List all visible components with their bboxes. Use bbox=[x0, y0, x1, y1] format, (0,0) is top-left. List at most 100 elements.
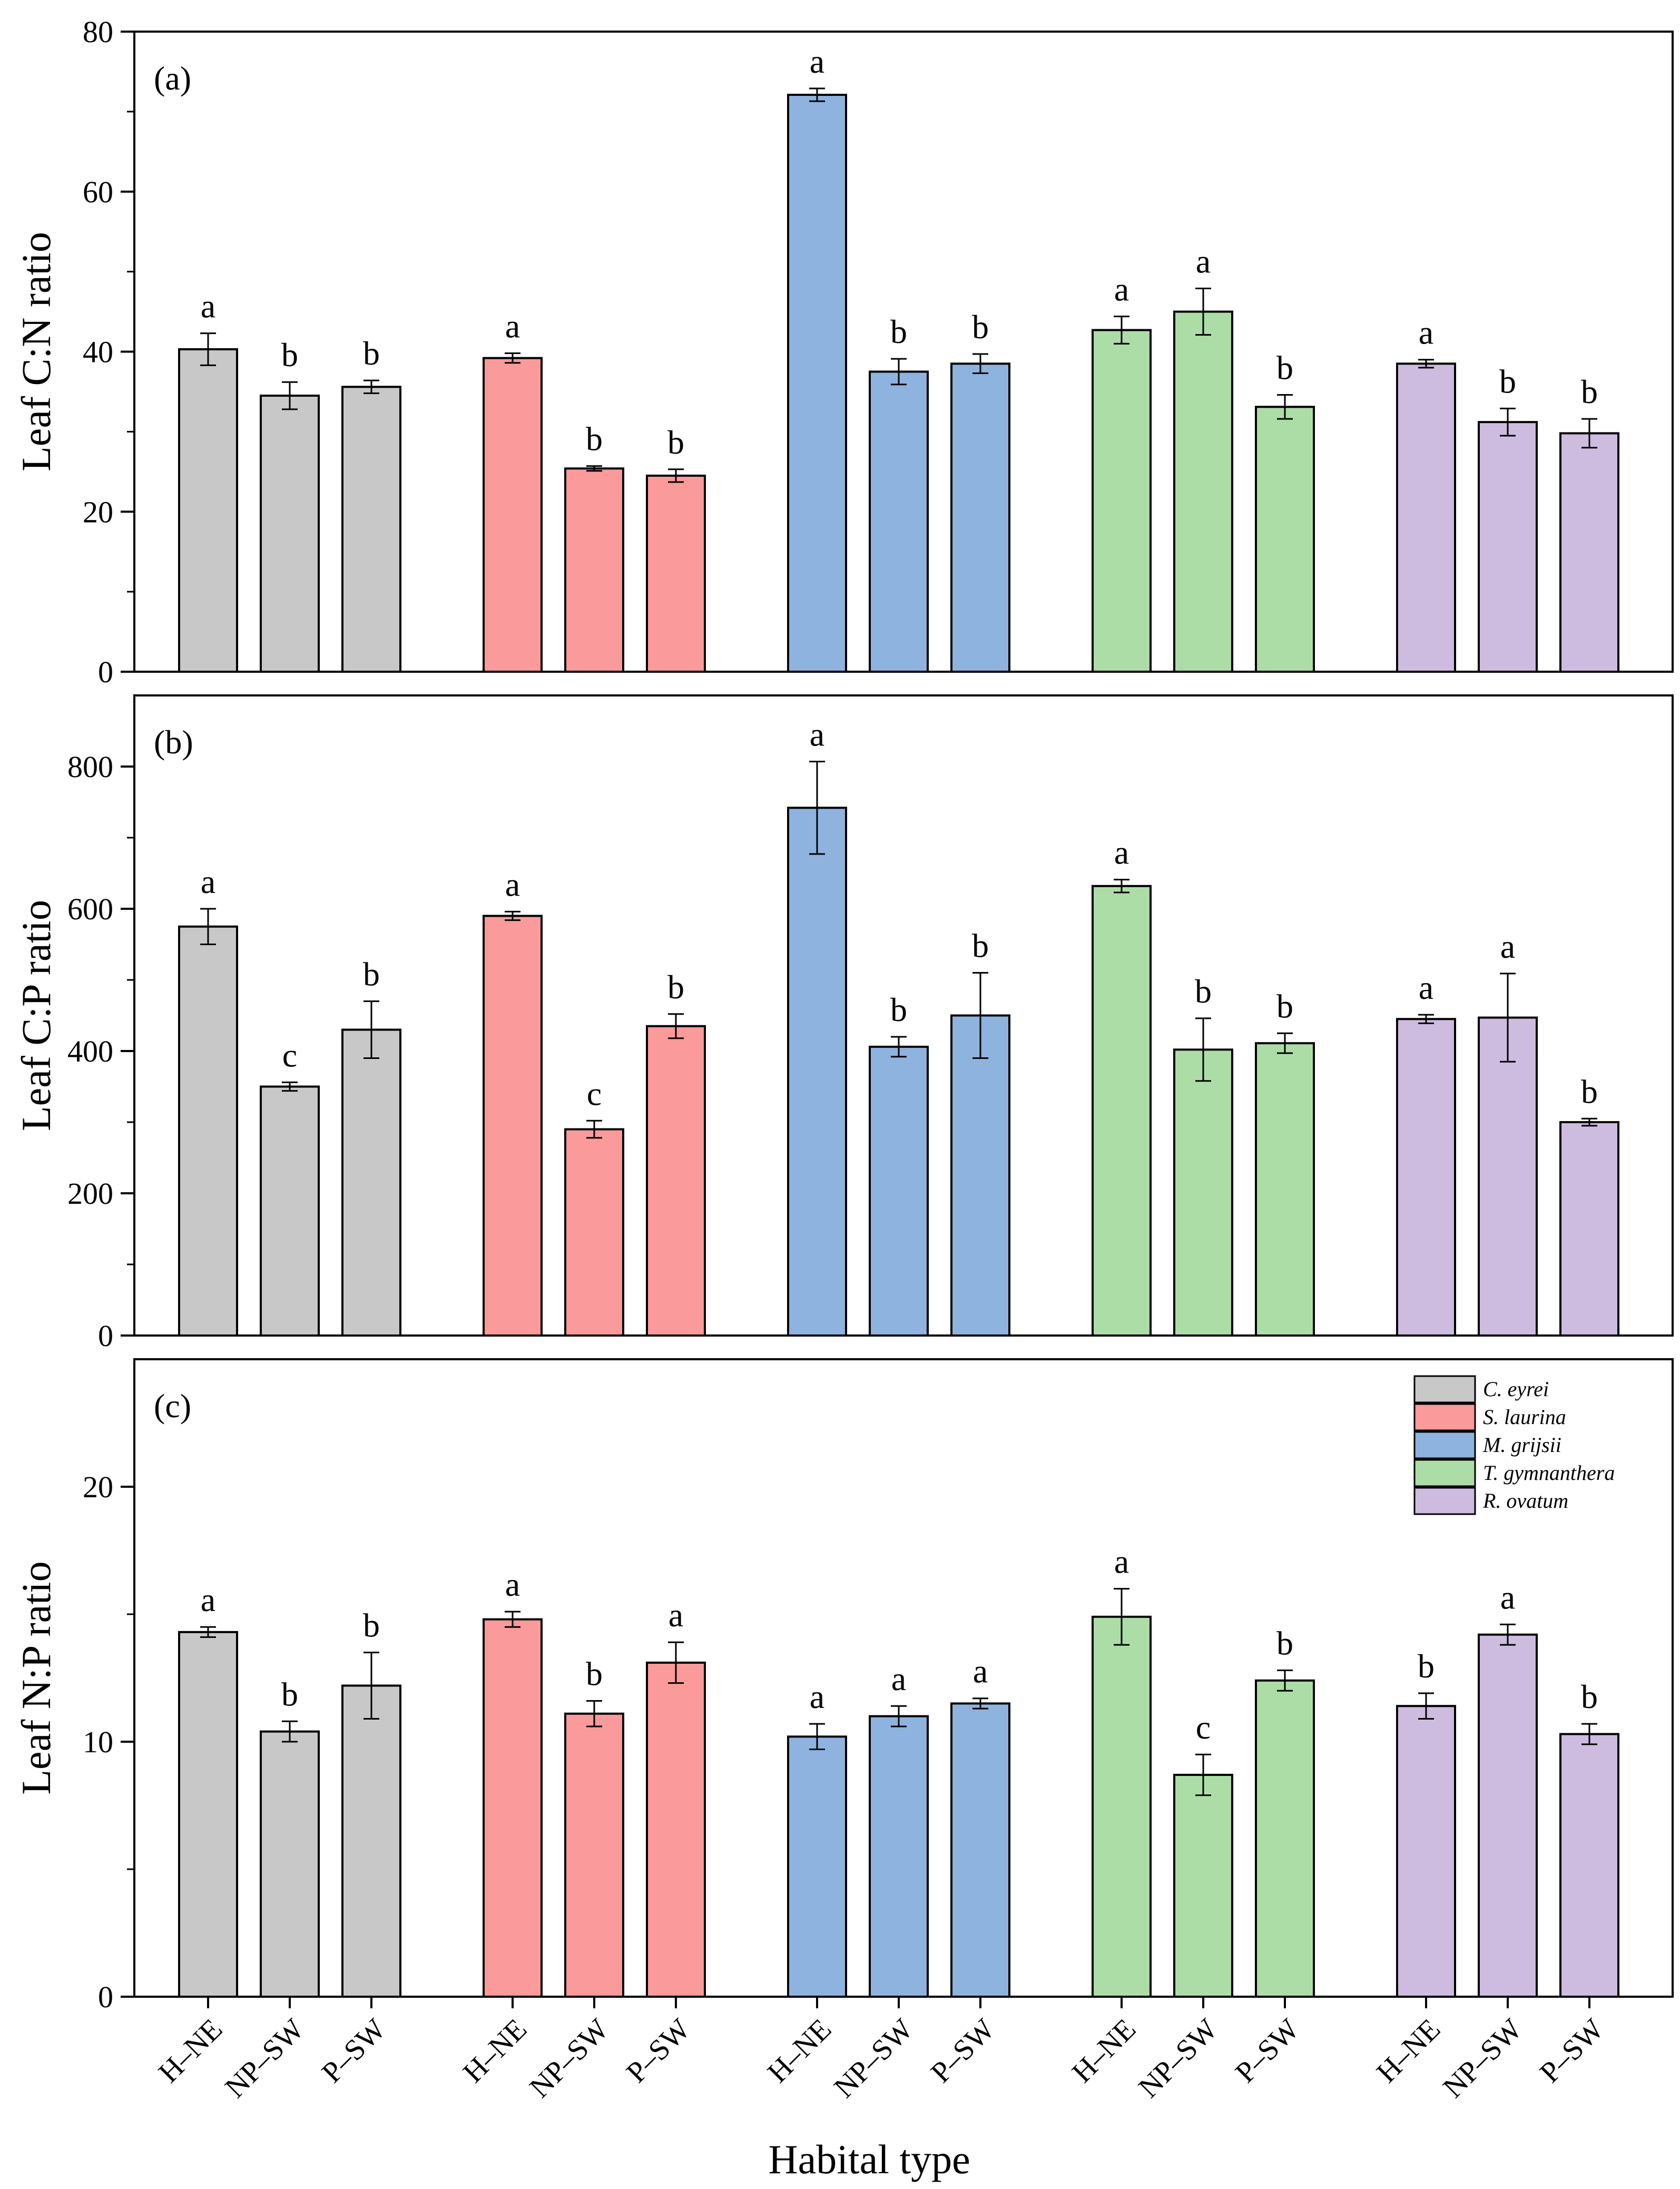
significance-letter: b bbox=[363, 956, 380, 993]
bar-3-2 bbox=[1255, 1679, 1315, 1998]
legend-swatch-0 bbox=[1413, 1375, 1476, 1403]
significance-letter: a bbox=[1114, 834, 1129, 871]
y-tick-label: 0 bbox=[98, 655, 113, 689]
x-tick-label: NP–SW bbox=[219, 2013, 311, 2104]
significance-letter: b bbox=[363, 335, 380, 372]
bar-4-2 bbox=[1559, 1733, 1619, 1998]
significance-letter: b bbox=[667, 424, 684, 461]
significance-letter: a bbox=[1419, 969, 1433, 1006]
bar-1-0 bbox=[483, 357, 543, 673]
bar-2-0 bbox=[787, 807, 847, 1337]
panel-label: (b) bbox=[154, 723, 193, 761]
significance-letter: b bbox=[1276, 1624, 1293, 1662]
significance-letter: b bbox=[1581, 373, 1598, 410]
significance-letter: a bbox=[505, 1566, 520, 1603]
bar-0-0 bbox=[178, 348, 238, 673]
bar-0-2 bbox=[341, 1028, 401, 1337]
legend: C. eyrei S. laurina M. grijsii T. gymnanthe… bbox=[1413, 1375, 1615, 1515]
legend-label-2: M. grijsii bbox=[1482, 1433, 1561, 1457]
significance-letter: a bbox=[891, 1660, 906, 1697]
x-tick-label: NP–SW bbox=[524, 2013, 615, 2104]
significance-letter: a bbox=[1419, 314, 1433, 351]
chart-panel-0: 0 20 40 60 80 Leaf C:N ratio (a) a b b a b b a b b a a b a b… bbox=[13, 15, 1674, 689]
significance-letter: a bbox=[810, 1678, 824, 1715]
significance-letter: a bbox=[810, 716, 824, 753]
bar-3-2 bbox=[1255, 406, 1315, 673]
bar-2-1 bbox=[869, 1715, 929, 1998]
legend-label-0: C. eyrei bbox=[1483, 1377, 1549, 1401]
bar-4-0 bbox=[1396, 1018, 1456, 1337]
significance-letter: a bbox=[201, 288, 215, 325]
significance-letter: b bbox=[890, 313, 907, 350]
bar-1-0 bbox=[483, 1618, 543, 1998]
significance-letter: a bbox=[669, 1596, 683, 1634]
bar-1-2 bbox=[646, 474, 706, 673]
significance-letter: b bbox=[1418, 1647, 1435, 1685]
legend-label-1: S. laurina bbox=[1483, 1405, 1566, 1429]
x-tick-label: NP–SW bbox=[828, 2013, 920, 2104]
bar-4-2 bbox=[1559, 1121, 1619, 1337]
bar-3-1 bbox=[1173, 1773, 1233, 1998]
significance-letter: c bbox=[1196, 1709, 1211, 1746]
significance-letter: a bbox=[973, 1653, 988, 1690]
x-tick-label: H–NE bbox=[457, 2013, 533, 2089]
bar-4-2 bbox=[1559, 432, 1619, 673]
significance-letter: a bbox=[1114, 1543, 1129, 1581]
x-tick-label: P–SW bbox=[620, 2013, 696, 2089]
bar-4-1 bbox=[1478, 1633, 1538, 1998]
significance-letter: a bbox=[505, 866, 520, 903]
legend-swatch-2 bbox=[1413, 1431, 1476, 1459]
significance-letter: b bbox=[1276, 349, 1293, 387]
significance-letter: b bbox=[586, 1655, 603, 1693]
bar-3-1 bbox=[1173, 1048, 1233, 1337]
bar-1-1 bbox=[564, 1128, 624, 1337]
bar-2-2 bbox=[950, 362, 1010, 673]
bar-1-0 bbox=[483, 915, 543, 1337]
significance-letter: b bbox=[281, 1675, 298, 1713]
significance-letter: a bbox=[1114, 271, 1129, 308]
significance-letter: a bbox=[201, 1581, 215, 1618]
bar-2-1 bbox=[869, 370, 929, 673]
significance-letter: b bbox=[281, 336, 298, 374]
significance-letter: b bbox=[1581, 1073, 1598, 1110]
y-tick-label: 10 bbox=[83, 1725, 113, 1759]
significance-letter: a bbox=[1500, 928, 1515, 965]
legend-label-3: T. gymnanthera bbox=[1483, 1461, 1615, 1485]
significance-letter: a bbox=[810, 43, 824, 80]
chart-panel-1: 0 200 400 600 800 Leaf C:P ratio (b) a c b a c b a b b a… bbox=[13, 694, 1674, 1353]
y-tick-label: 80 bbox=[83, 15, 113, 49]
x-tick-label: P–SW bbox=[925, 2013, 1001, 2089]
bar-3-0 bbox=[1092, 885, 1152, 1337]
y-tick-label: 40 bbox=[83, 335, 113, 369]
x-tick-label: P–SW bbox=[1229, 2013, 1305, 2089]
bar-2-2 bbox=[950, 1702, 1010, 1998]
panel-label: (c) bbox=[154, 1387, 191, 1425]
significance-letter: b bbox=[1276, 987, 1293, 1025]
bar-1-2 bbox=[646, 1661, 706, 1998]
y-tick-label: 400 bbox=[67, 1034, 113, 1068]
x-tick-label: P–SW bbox=[1534, 2013, 1610, 2089]
bar-2-0 bbox=[787, 93, 847, 673]
legend-label-4: R. ovatum bbox=[1482, 1489, 1568, 1513]
y-axis-title: Leaf C:N ratio bbox=[13, 232, 59, 472]
bar-0-2 bbox=[341, 386, 401, 673]
legend-swatch-3 bbox=[1413, 1459, 1476, 1487]
bar-0-0 bbox=[178, 1631, 238, 1998]
bar-0-2 bbox=[341, 1684, 401, 1998]
bar-2-0 bbox=[787, 1735, 847, 1998]
significance-letter: a bbox=[1500, 1578, 1515, 1616]
bar-0-0 bbox=[178, 925, 238, 1337]
significance-letter: b bbox=[1499, 362, 1516, 400]
x-tick-label: P–SW bbox=[316, 2013, 392, 2089]
panel-label: (a) bbox=[154, 60, 191, 97]
x-axis-title: Habital type bbox=[768, 2136, 970, 2182]
significance-letter: b bbox=[890, 991, 907, 1028]
x-tick-label: H–NE bbox=[152, 2013, 229, 2089]
significance-letter: b bbox=[972, 308, 989, 346]
y-tick-label: 20 bbox=[83, 495, 113, 529]
bar-0-1 bbox=[260, 1730, 320, 1998]
bar-3-1 bbox=[1173, 310, 1233, 673]
bar-3-0 bbox=[1092, 329, 1152, 673]
y-axis-title: Leaf N:P ratio bbox=[13, 1561, 59, 1794]
